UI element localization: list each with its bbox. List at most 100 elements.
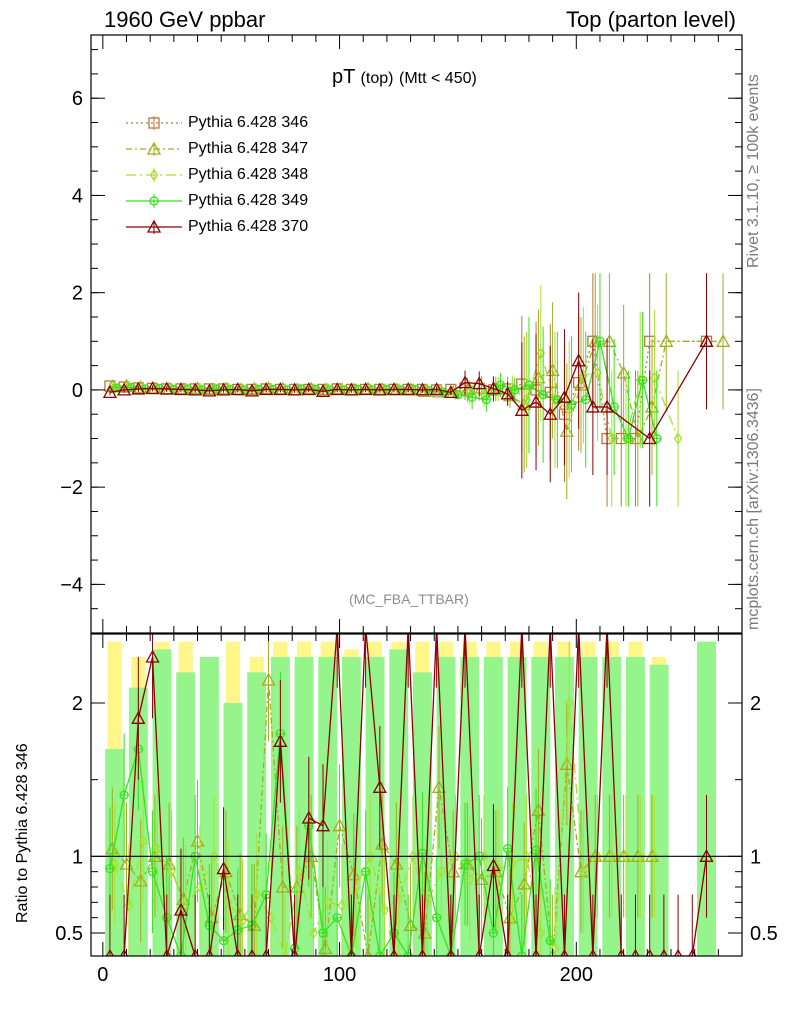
- data-point: [460, 859, 470, 869]
- data-point: [173, 382, 189, 396]
- ratio-y-tick-label-right: 0.5: [750, 923, 778, 945]
- plot-title-cut: (Mtt < 450): [399, 70, 477, 87]
- analysis-tag: (MC_FBA_TTBAR): [349, 591, 469, 607]
- data-point: [623, 433, 634, 444]
- data-point: [218, 936, 229, 946]
- mcplots-credit-label: mcplots.cern.ch [arXiv:1306.3436]: [745, 388, 762, 630]
- data-point: [280, 949, 290, 956]
- data-point: [188, 382, 203, 396]
- main-y-tick-label: 4: [72, 185, 83, 207]
- data-point: [601, 620, 613, 631]
- data-point: [289, 879, 305, 893]
- data-point: [403, 917, 418, 931]
- data-point: [502, 910, 518, 924]
- data-point: [514, 402, 529, 416]
- data-point: [431, 620, 443, 631]
- data-point: [366, 850, 375, 863]
- data-point: [145, 649, 160, 663]
- legend-marker: [149, 168, 159, 182]
- data-point: [453, 390, 463, 400]
- data-point: [486, 381, 501, 395]
- data-point: [502, 388, 518, 402]
- data-point: [637, 375, 648, 385]
- data-point: [102, 384, 118, 398]
- data-point: [493, 862, 503, 875]
- data-point: [375, 951, 385, 956]
- data-point: [545, 936, 555, 946]
- data-point: [531, 845, 541, 855]
- ratio-y-axis-label: Ratio to Pythia 6.428 346: [14, 743, 31, 923]
- data-point: [557, 389, 572, 403]
- data-point: [531, 802, 546, 816]
- legend-marker: [149, 196, 159, 206]
- data-point: [216, 382, 231, 396]
- legend: Pythia 6.428 346 Pythia 6.428 347 Pythia 6…: [124, 113, 384, 243]
- data-point: [510, 385, 520, 395]
- data-point: [474, 871, 489, 885]
- data-point: [415, 382, 430, 396]
- data-point: [315, 384, 331, 398]
- data-point: [699, 333, 714, 347]
- legend-item-pythia-6-428-348: Pythia 6.428 348: [124, 165, 384, 191]
- data-point: [261, 381, 276, 395]
- rivet-version-label: Rivet 3.1.10, ≥ 100k events: [745, 74, 762, 268]
- data-point: [465, 873, 475, 886]
- data-point: [372, 779, 387, 793]
- data-point: [247, 381, 262, 395]
- legend-label: Pythia 6.428 370: [188, 218, 309, 235]
- data-point: [486, 858, 501, 872]
- data-point: [673, 432, 683, 445]
- series-line: [109, 733, 551, 956]
- data-point: [315, 818, 331, 832]
- data-point: [195, 880, 205, 894]
- plot-title-sub: (top): [360, 70, 394, 87]
- ratio-y-tick-label: 2: [72, 693, 83, 715]
- data-point: [437, 865, 446, 878]
- data-point: [275, 879, 290, 893]
- data-point: [147, 867, 158, 877]
- data-point: [133, 873, 148, 887]
- data-point: [431, 913, 442, 923]
- data-point: [516, 620, 528, 631]
- data-point: [536, 926, 546, 940]
- data-point: [538, 390, 548, 400]
- data-point: [331, 620, 343, 631]
- data-point: [616, 365, 631, 379]
- data-point: [344, 382, 359, 396]
- legend-marker: [148, 117, 160, 129]
- data-point: [252, 888, 262, 901]
- data-point: [481, 394, 491, 405]
- data-point: [138, 834, 148, 848]
- main-y-tick-label: 0: [72, 380, 83, 402]
- data-point: [389, 856, 404, 870]
- main-plot-area: [102, 273, 731, 507]
- data-point: [595, 336, 605, 346]
- ratio-y-tick-label: 1: [72, 846, 83, 868]
- data-point: [564, 696, 574, 710]
- data-point: [500, 386, 515, 400]
- x-tick-label: 200: [560, 964, 593, 986]
- main-y-tick-label: −4: [60, 574, 83, 596]
- data-point: [360, 867, 371, 877]
- legend-label: Pythia 6.428 346: [188, 114, 309, 131]
- data-point: [301, 382, 316, 396]
- data-point: [531, 370, 546, 384]
- data-point: [386, 382, 402, 396]
- data-point: [360, 620, 372, 631]
- main-y-tick-label: 6: [72, 88, 83, 110]
- data-point: [309, 926, 318, 940]
- ratio-frame: [90, 633, 743, 957]
- data-point: [550, 942, 560, 955]
- data-point: [224, 896, 233, 909]
- data-point: [517, 876, 532, 890]
- series-pythia-6-428-370: [102, 273, 714, 507]
- data-point: [524, 380, 534, 390]
- data-point: [451, 850, 460, 863]
- data-point: [635, 850, 645, 863]
- data-point: [528, 394, 544, 408]
- series-pythia-6-428-348: [110, 641, 659, 956]
- ratio-y-tick-label-right: 2: [750, 693, 761, 715]
- data-point: [579, 865, 588, 878]
- data-point: [585, 399, 600, 413]
